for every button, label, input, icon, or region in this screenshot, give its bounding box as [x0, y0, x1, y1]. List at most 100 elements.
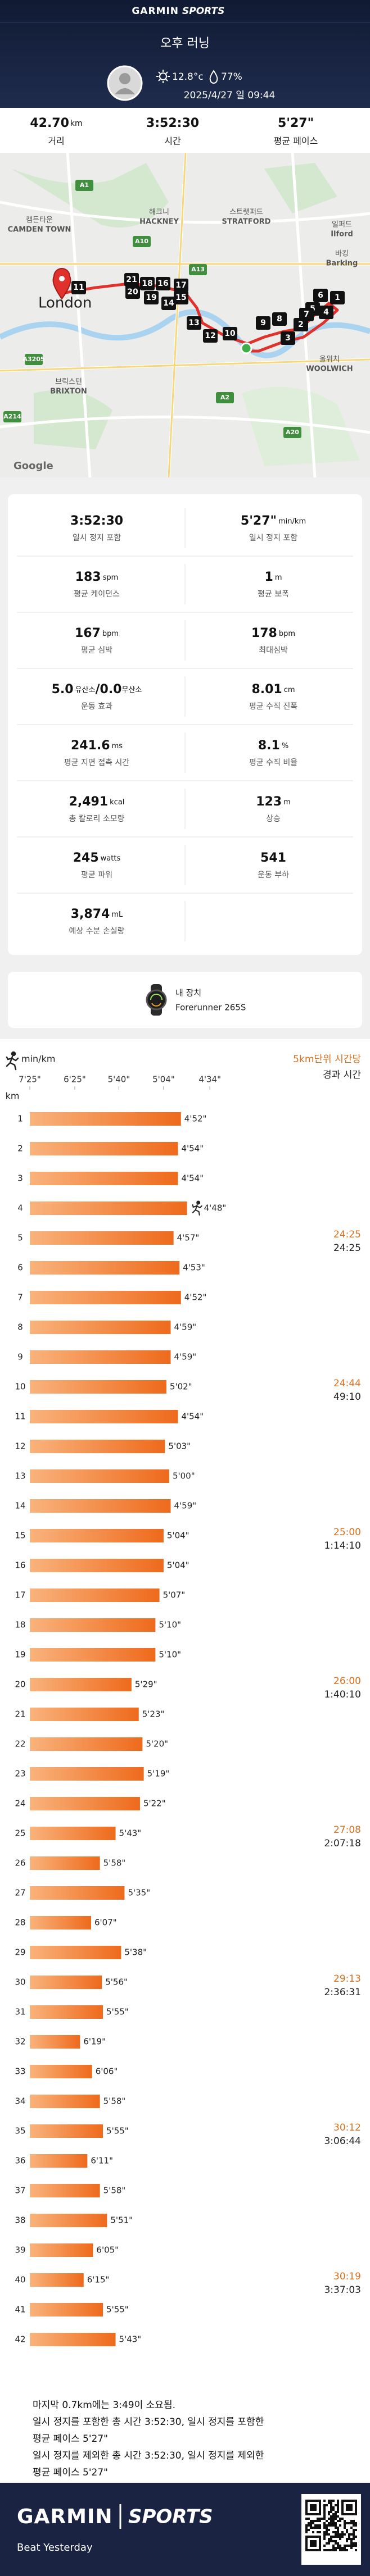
- qr-module: [335, 2533, 337, 2536]
- pace-bar: [30, 1589, 160, 1602]
- qr-module: [335, 2527, 337, 2529]
- road-label: A3205: [22, 356, 44, 363]
- qr-module: [337, 2509, 339, 2511]
- qr-module: [350, 2527, 353, 2529]
- qr-module: [314, 2520, 317, 2522]
- qr-module: [328, 2538, 330, 2540]
- qr-module: [337, 2536, 339, 2538]
- qr-module: [348, 2536, 350, 2538]
- qr-module: [308, 2522, 310, 2524]
- route-end: [240, 342, 252, 354]
- qr-module: [332, 2536, 335, 2538]
- km-label: 34: [15, 2096, 25, 2106]
- pace-label: 6'15": [87, 2275, 110, 2285]
- place-name-en: HACKNEY: [139, 218, 179, 226]
- stat-value: 2,491 kcal: [69, 795, 125, 809]
- split-time: 24:44: [333, 1378, 361, 1389]
- qr-module: [353, 2520, 355, 2522]
- qr-module: [335, 2547, 337, 2549]
- qr-module: [328, 2513, 330, 2515]
- stat-value-part: 183: [75, 570, 101, 584]
- pace-bar: [30, 1708, 139, 1721]
- qr-module: [350, 2547, 353, 2549]
- qr-module: [319, 2518, 321, 2520]
- stat-value-part: 123: [256, 795, 282, 809]
- qr-module: [332, 2531, 335, 2533]
- stat-value: 5.0 유산소/0.0무산소: [52, 682, 142, 697]
- qr-finder-core: [346, 2504, 353, 2511]
- activity-title: 오후 러닝: [160, 37, 210, 51]
- split-time: 25:00: [333, 1527, 361, 1538]
- footer-tagline: Beat Yesterday: [17, 2542, 93, 2554]
- qr-module: [337, 2527, 339, 2529]
- qr-module: [346, 2549, 348, 2551]
- qr-module: [339, 2549, 341, 2551]
- qr-module: [353, 2531, 355, 2533]
- stat-value: 241.6 ms: [71, 739, 123, 753]
- qr-module: [339, 2533, 341, 2536]
- qr-module: [332, 2549, 335, 2551]
- pace-bar: [30, 1856, 100, 1870]
- qr-module: [328, 2533, 330, 2536]
- qr-module: [346, 2522, 348, 2524]
- km-label: 19: [15, 1650, 25, 1660]
- pace-label: 5'29": [135, 1680, 157, 1690]
- pace-label: 4'52": [184, 1292, 207, 1303]
- qr-module: [337, 2504, 339, 2506]
- pace-label: 5'02": [170, 1382, 192, 1392]
- qr-module: [335, 2540, 337, 2542]
- qr-module: [330, 2504, 332, 2506]
- summary-label: 시간: [164, 136, 181, 147]
- km-marker-label: 12: [205, 331, 215, 340]
- qr-module: [323, 2509, 326, 2511]
- km-label: 7: [17, 1292, 23, 1303]
- pace-label: 4'54": [181, 1173, 204, 1184]
- qr-module: [344, 2545, 346, 2547]
- qr-module: [328, 2500, 330, 2502]
- stat-value-part: 유산소: [75, 686, 96, 694]
- km-marker-label: 20: [127, 288, 138, 297]
- qr-module: [326, 2533, 328, 2536]
- km-label: 26: [15, 1858, 25, 1868]
- qr-module: [337, 2520, 339, 2522]
- km-marker-label: 1: [335, 293, 340, 302]
- note-line: 일시 정지를 포함한 총 시간 3:52:30, 일시 정지를 포함한: [33, 2416, 264, 2428]
- stat-value-part: 5.0: [52, 682, 74, 697]
- qr-module: [332, 2522, 335, 2524]
- pace-bar: [30, 2273, 84, 2287]
- qr-module: [335, 2513, 337, 2515]
- qr-module: [337, 2502, 339, 2504]
- split-time: 26:00: [333, 1676, 361, 1687]
- pace-bar: [30, 1231, 174, 1245]
- km-label: 42: [15, 2334, 25, 2345]
- qr-module: [332, 2547, 335, 2549]
- qr-module: [310, 2520, 312, 2522]
- avatar-head: [119, 73, 130, 84]
- stat-label: 상승: [266, 814, 281, 823]
- pace-bar: [30, 1291, 181, 1304]
- qr-module: [308, 2529, 310, 2531]
- note-line: 일시 정지를 제외한 총 시간 3:52:30, 일시 정지를 제외한: [33, 2450, 264, 2461]
- qr-module: [314, 2527, 317, 2529]
- km-label: 3: [17, 1173, 23, 1184]
- elapsed-time: 24:25: [333, 1243, 361, 1254]
- x-tick-label: 5'04": [152, 1075, 175, 1085]
- km-label: 12: [15, 1441, 25, 1451]
- place-name-en: WOOLWICH: [306, 365, 353, 374]
- pace-label: 5'10": [159, 1620, 181, 1630]
- qr-module: [330, 2540, 332, 2542]
- qr-module: [350, 2538, 353, 2540]
- stat-value-part: 2,491: [69, 795, 109, 809]
- km-marker: [223, 327, 237, 340]
- qr-module: [326, 2524, 328, 2527]
- qr-module: [346, 2540, 348, 2542]
- qr-module: [332, 2513, 335, 2515]
- pace-bar: [30, 2124, 103, 2138]
- qr-module: [353, 2545, 355, 2547]
- pace-bar: [30, 1261, 180, 1275]
- pace-label: 4'52": [184, 1114, 207, 1124]
- qr-module: [317, 2527, 319, 2529]
- stat-value: 541: [260, 851, 286, 865]
- stat-label: 최대심박: [259, 646, 288, 655]
